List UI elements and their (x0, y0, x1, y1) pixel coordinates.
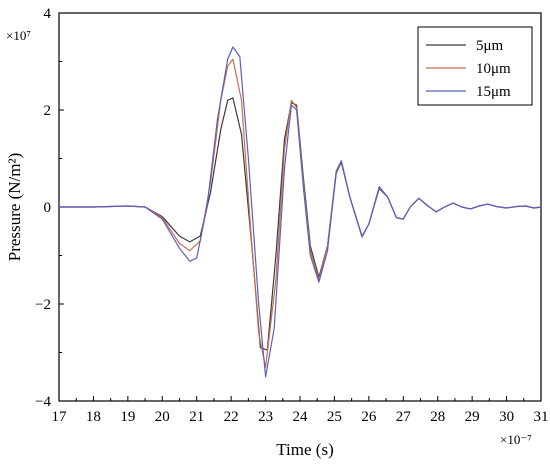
x-tick-label: 19 (120, 409, 135, 425)
y-tick-label: 2 (44, 103, 52, 119)
x-axis-title: Time (s) (276, 440, 333, 459)
x-tick-label: 23 (258, 409, 273, 425)
x-tick-label: 22 (224, 409, 239, 425)
x-tick-label: 21 (189, 409, 204, 425)
legend: 5μm 10μm 15μm (417, 26, 533, 106)
y-axis-title: Pressure (N/m²) (5, 153, 24, 262)
x-tick-label: 26 (361, 409, 377, 425)
x-tick-label: 31 (534, 409, 549, 425)
legend-box (417, 26, 533, 106)
x-tick-label: 27 (396, 409, 412, 425)
x-tick-label: 18 (86, 409, 101, 425)
x-axis-multiplier: ×10⁻⁷ (500, 432, 532, 447)
legend-label: 15μm (476, 84, 511, 100)
legend-items: 5μm 10μm 15μm (426, 38, 511, 100)
y-tick-label: −2 (35, 297, 51, 313)
x-tick-label: 30 (499, 409, 514, 425)
x-tick-label: 28 (430, 409, 445, 425)
x-axis-ticks: 17 18 19 20 21 22 23 24 25 26 27 28 29 30 31 (52, 396, 549, 425)
y-tick-label: 0 (44, 200, 52, 216)
y-tick-label: −4 (35, 394, 51, 410)
x-tick-label: 24 (293, 409, 309, 425)
series-line-15μm (59, 46, 542, 378)
series-layer (59, 46, 542, 378)
legend-label: 5μm (476, 38, 504, 54)
y-tick-label: 4 (44, 6, 52, 22)
series-line-5μm (59, 97, 542, 351)
x-tick-label: 20 (155, 409, 170, 425)
x-tick-label: 29 (465, 409, 480, 425)
x-tick-label: 25 (327, 409, 342, 425)
y-axis-ticks: 4 2 0 −2 −4 (35, 6, 64, 410)
y-axis-multiplier: ×10⁷ (6, 28, 31, 43)
legend-label: 10μm (476, 61, 511, 77)
x-tick-label: 17 (52, 409, 68, 425)
